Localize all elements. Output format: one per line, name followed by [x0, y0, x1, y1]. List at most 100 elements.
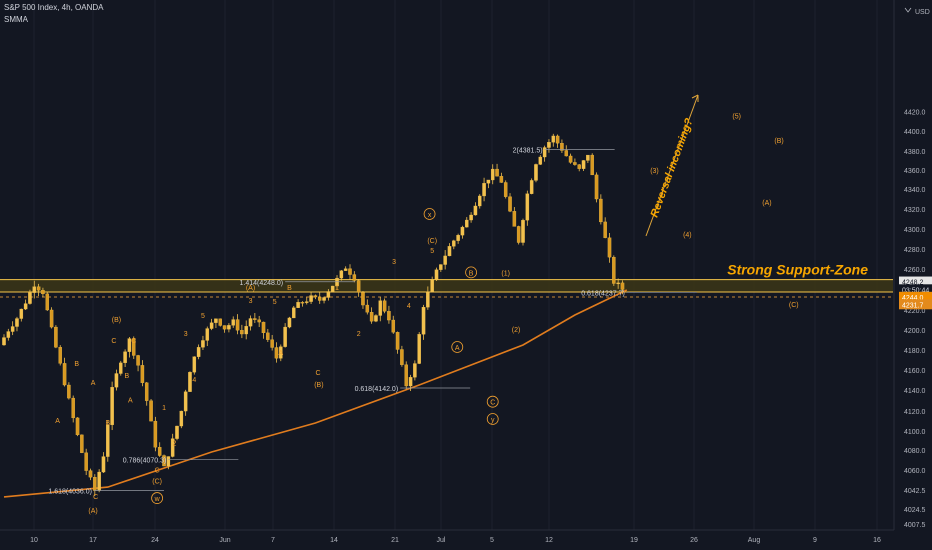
wave-label: A	[91, 380, 96, 387]
wave-label: 2	[357, 331, 361, 338]
price-tag-box	[899, 284, 932, 295]
candle-body	[123, 351, 127, 364]
wave-label: (A)	[88, 508, 97, 515]
time-axis-tick: 19	[630, 537, 638, 544]
wave-label: (A)	[246, 285, 255, 292]
fib-label: 1.414(4248.0)	[240, 280, 284, 287]
wave-circle	[423, 208, 436, 220]
candle-body	[603, 221, 607, 238]
candle-body	[490, 168, 495, 181]
price-axis-panel	[894, 0, 932, 550]
fib-label: 0.786(4070.3)	[123, 458, 167, 465]
wave-circle	[451, 341, 464, 353]
candle-body	[287, 317, 292, 328]
price-tag-text: 4231.7	[902, 302, 924, 309]
price-axis-tick: 4400.0	[904, 129, 926, 136]
candle-body	[67, 384, 71, 399]
candle-body	[188, 372, 192, 392]
price-tag-box	[899, 299, 932, 310]
candle-body	[201, 340, 205, 348]
candle-body	[196, 347, 201, 357]
candle-body	[452, 240, 456, 247]
candle-body	[343, 268, 348, 271]
candle-body	[573, 162, 577, 165]
candle-body	[590, 154, 594, 176]
time-axis-tick: 12	[545, 537, 553, 544]
wave-label: 5	[273, 299, 277, 306]
candle-body	[218, 318, 222, 326]
wave-label: 3	[184, 331, 188, 338]
candle-body	[387, 311, 391, 321]
candle-body	[296, 302, 300, 308]
candle-body	[413, 363, 417, 378]
price-tag-text: 4248.2	[902, 280, 924, 287]
time-axis-tick: 26	[690, 537, 698, 544]
candle-body	[542, 147, 547, 158]
candle-body	[6, 331, 11, 338]
candle-body	[447, 246, 452, 257]
wave-label: (5)	[732, 113, 741, 120]
candle-body	[330, 285, 335, 292]
price-axis-tick: 4120.0	[904, 409, 926, 416]
wave-circle-label: B	[469, 270, 474, 277]
candle-body	[166, 456, 171, 467]
candle-body	[300, 302, 305, 304]
wave-label: (B)	[774, 138, 783, 145]
price-axis-tick: 4180.0	[904, 348, 926, 355]
price-axis-tick: 4060.0	[904, 468, 926, 475]
candle-body	[369, 312, 374, 322]
candle-body	[620, 282, 625, 290]
wave-label: B	[287, 285, 292, 292]
price-axis-tick: 4340.0	[904, 187, 926, 194]
wave-circle-label: x	[428, 212, 432, 219]
candle-body	[49, 309, 54, 328]
candle-body	[568, 155, 573, 163]
candle-body	[2, 337, 6, 346]
wave-circle	[486, 395, 499, 408]
candle-body	[434, 269, 439, 280]
candle-body	[54, 326, 58, 348]
wave-label: 4	[192, 377, 196, 384]
candle-body	[607, 237, 612, 258]
wave-label: 3	[392, 259, 396, 266]
wave-label: C	[155, 467, 160, 474]
candle-body	[313, 295, 318, 298]
candle-body	[28, 292, 32, 304]
time-axis-tick: 14	[330, 537, 338, 544]
reversal-arrow-line	[645, 94, 699, 237]
candle-body	[71, 397, 75, 419]
candle-body	[348, 268, 352, 275]
wave-label: A	[55, 418, 60, 425]
candle-body	[486, 179, 491, 184]
price-axis-tick: 4260.0	[904, 267, 926, 274]
candle-body	[339, 270, 344, 279]
candle-body	[283, 326, 287, 347]
price-axis-tick: 4380.0	[904, 149, 926, 156]
candle-body	[84, 452, 88, 471]
candle-body	[292, 307, 296, 319]
support-zone-label: Strong Support-Zone	[727, 262, 868, 278]
candle-body	[503, 182, 508, 197]
price-axis-tick: 4007.5	[904, 522, 926, 529]
fib-label: 0.618(4237.7)	[581, 290, 625, 297]
candle-body	[227, 325, 231, 330]
time-axis-tick: 10	[30, 537, 38, 544]
candle-body	[41, 290, 45, 295]
wave-label: 2	[172, 440, 176, 447]
support-zone-band	[0, 279, 893, 292]
candle-body	[101, 456, 106, 473]
indicator-label: SMMA	[4, 15, 28, 24]
candle-body	[495, 168, 499, 177]
wave-label: 1	[162, 405, 166, 412]
price-axis-tick: 4420.0	[904, 109, 926, 116]
wave-label: (C)	[427, 238, 437, 245]
candle-body	[235, 319, 240, 331]
time-axis-tick: 9	[813, 537, 817, 544]
candle-body	[131, 338, 136, 356]
currency-dropdown-icon[interactable]	[904, 7, 912, 13]
candle-body	[426, 291, 430, 308]
candle-body	[599, 198, 603, 223]
wave-circle	[486, 413, 499, 425]
price-axis-tick: 4280.0	[904, 247, 926, 254]
